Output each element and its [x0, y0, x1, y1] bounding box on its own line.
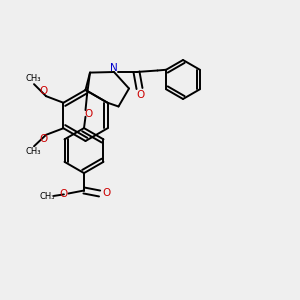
Text: CH₃: CH₃	[40, 192, 55, 201]
Text: CH₃: CH₃	[25, 74, 40, 83]
Text: O: O	[102, 188, 110, 198]
Text: O: O	[136, 89, 144, 100]
Text: O: O	[59, 189, 67, 199]
Text: O: O	[39, 86, 47, 96]
Text: CH₃: CH₃	[25, 147, 40, 156]
Text: O: O	[39, 134, 47, 144]
Text: O: O	[84, 109, 93, 119]
Text: N: N	[110, 63, 118, 74]
